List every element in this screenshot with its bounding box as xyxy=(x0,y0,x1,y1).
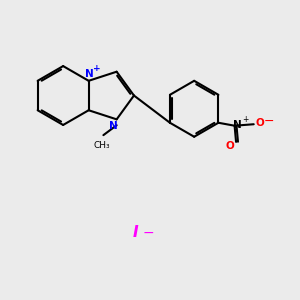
Text: +: + xyxy=(243,115,249,124)
Text: N: N xyxy=(232,120,241,130)
Text: −: − xyxy=(143,225,154,239)
Text: I: I xyxy=(133,225,138,240)
Text: CH₃: CH₃ xyxy=(94,141,110,150)
Text: +: + xyxy=(93,64,101,73)
Text: N: N xyxy=(85,69,93,79)
Text: −: − xyxy=(264,116,274,128)
Text: O: O xyxy=(225,141,234,151)
Text: N: N xyxy=(109,121,118,131)
Text: O: O xyxy=(256,118,265,128)
